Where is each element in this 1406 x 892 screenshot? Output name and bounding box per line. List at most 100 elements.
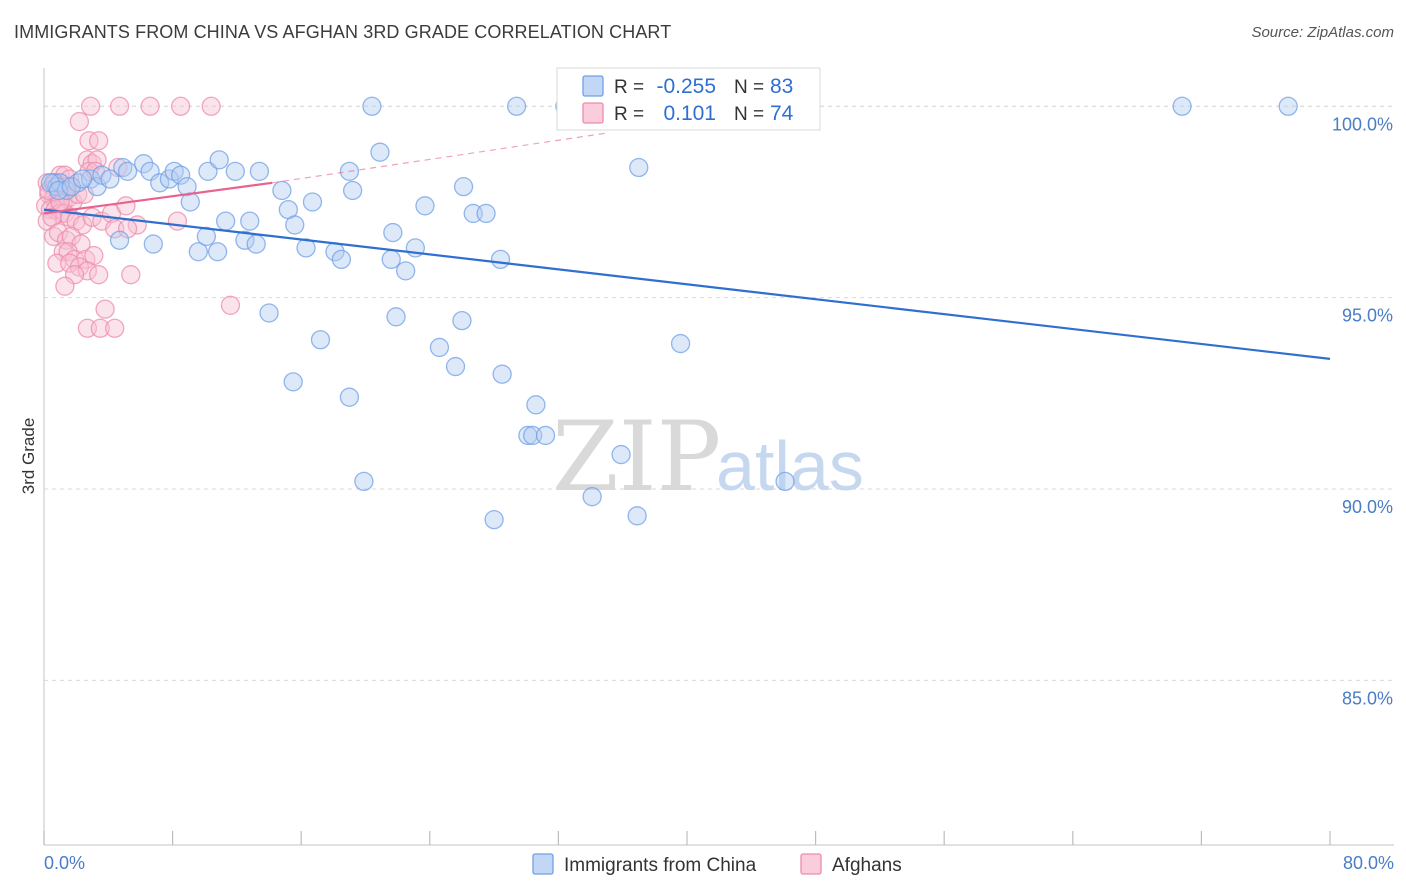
china-point-30 — [215, 211, 236, 231]
china-point-25 — [198, 161, 218, 181]
watermark: ZIP atlas — [552, 401, 864, 513]
china-point-65 — [283, 372, 303, 392]
china-point-58 — [310, 330, 331, 350]
china-point-29 — [272, 180, 292, 201]
afghan-point-1 — [109, 96, 130, 116]
afghan-point-62 — [95, 299, 115, 319]
china-point-75 — [484, 510, 504, 530]
china-point-61 — [445, 356, 466, 377]
watermark-atlas: atlas — [716, 427, 864, 505]
china-trend-line — [43, 208, 1331, 360]
afghan-points — [35, 96, 241, 338]
china-point-23 — [177, 177, 197, 197]
china-point-62 — [452, 310, 472, 331]
afghan-point-40 — [116, 196, 136, 216]
china-point-5 — [1278, 96, 1298, 116]
afghan-point-61 — [121, 265, 141, 285]
y-tick-label-85: 85.0% — [1342, 688, 1393, 708]
china-point-54 — [396, 261, 416, 281]
china-point-26 — [209, 150, 229, 170]
china-point-57 — [259, 303, 279, 323]
series-legend-swatch-afghan — [800, 853, 822, 875]
afghan-point-26 — [68, 184, 88, 204]
china-point-74 — [582, 487, 602, 507]
watermark-zip: ZIP — [552, 401, 721, 513]
stats-legend: R = -0.255 N = 83 R = 0.101 N = 74 — [556, 67, 821, 131]
legend-swatch-afghan — [582, 102, 604, 124]
china-point-60 — [429, 337, 450, 358]
afghan-point-43 — [167, 211, 188, 231]
china-point-49 — [296, 238, 316, 258]
china-point-4 — [1172, 96, 1192, 116]
legend-r-value-afghan: 0.101 — [663, 102, 716, 125]
china-point-37 — [370, 142, 390, 162]
afghan-trend-line — [43, 181, 273, 215]
afghan-point-2 — [140, 96, 160, 116]
afghan-point-60 — [55, 276, 75, 296]
china-point-27 — [225, 161, 245, 181]
china-point-59 — [386, 307, 406, 327]
china-point-42 — [109, 230, 130, 250]
china-point-38 — [415, 196, 435, 216]
china-point-11 — [80, 169, 101, 189]
afghan-point-66 — [220, 295, 241, 315]
source-label: Source: ZipAtlas.com — [1251, 24, 1394, 41]
series-legend-label-china: Immigrants from China — [564, 855, 757, 876]
china-point-51 — [331, 249, 352, 270]
china-point-41 — [476, 203, 496, 224]
afghan-point-4 — [201, 96, 221, 116]
chart-title: IMMIGRANTS FROM CHINA VS AFGHAN 3RD GRAD… — [14, 22, 672, 42]
china-point-66 — [339, 387, 360, 407]
china-point-14 — [100, 169, 120, 189]
legend-n-value-china: 83 — [770, 75, 793, 98]
y-tick-label-100: 100.0% — [1332, 114, 1393, 134]
legend-swatch-china — [582, 75, 604, 97]
legend-n-label-china: N = — [734, 77, 764, 98]
afghan-point-65 — [105, 318, 125, 338]
y-tick-labels: 85.0% 90.0% 95.0% 100.0% — [1332, 114, 1393, 708]
afghan-point-64 — [90, 318, 110, 338]
china-point-22 — [170, 165, 191, 185]
afghan-point-55 — [60, 253, 80, 273]
china-point-72 — [354, 471, 374, 492]
china-point-33 — [285, 215, 305, 235]
afghan-point-5 — [69, 111, 90, 132]
china-point-47 — [235, 230, 255, 250]
afghan-trend-line-extension — [272, 132, 607, 184]
china-point-34 — [302, 192, 323, 212]
legend-r-value-china: -0.255 — [656, 75, 716, 98]
china-point-70 — [535, 425, 556, 446]
china-point-76 — [627, 506, 647, 526]
china-point-31 — [240, 211, 260, 231]
x-ticks — [43, 831, 1331, 845]
china-point-0 — [362, 96, 382, 116]
china-point-77 — [629, 157, 649, 178]
china-point-53 — [383, 222, 403, 243]
china-point-64 — [670, 333, 691, 354]
china-point-73 — [775, 471, 795, 492]
china-point-79 — [40, 173, 61, 193]
grid-lines — [44, 105, 1394, 681]
china-point-52 — [381, 249, 401, 270]
afghan-point-0 — [80, 96, 101, 116]
y-tick-label-95: 95.0% — [1342, 306, 1393, 326]
legend-n-label-afghan: N = — [734, 104, 764, 125]
china-point-28 — [249, 161, 270, 181]
china-point-1 — [506, 96, 527, 116]
china-point-17 — [134, 154, 154, 174]
china-point-44 — [188, 242, 208, 262]
afghan-point-47 — [61, 226, 81, 247]
china-point-81 — [61, 177, 81, 197]
afghan-point-3 — [170, 96, 191, 116]
x-tick-label-min: 0.0% — [44, 853, 85, 873]
china-points — [40, 96, 1298, 530]
china-point-43 — [143, 234, 163, 254]
legend-r-label-china: R = — [614, 77, 644, 98]
afghan-point-7 — [89, 131, 109, 151]
china-point-19 — [150, 173, 170, 193]
series-legend-label-afghan: Afghans — [832, 855, 902, 876]
afghan-point-58 — [89, 265, 109, 285]
china-point-56 — [490, 249, 511, 270]
trend-lines — [43, 132, 1331, 360]
